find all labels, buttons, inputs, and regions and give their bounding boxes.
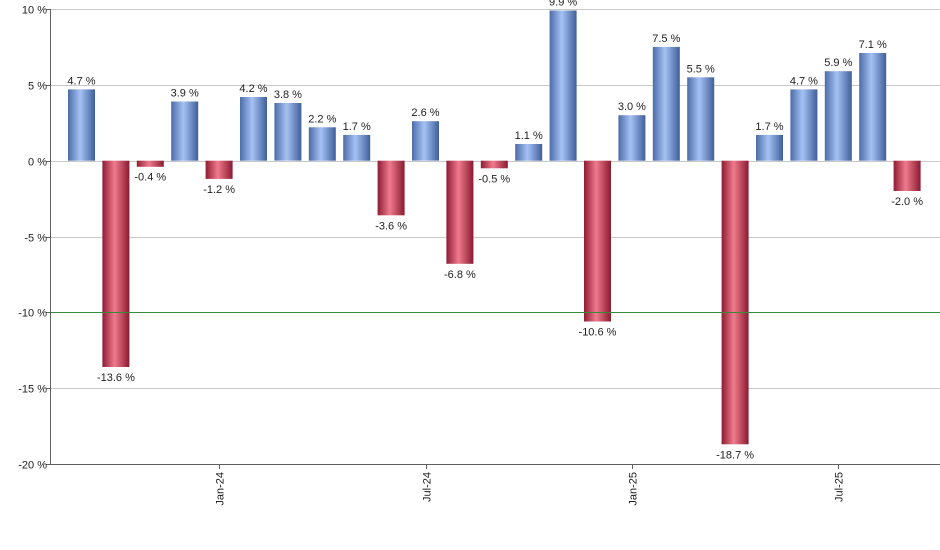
data-label: -10.6 % (579, 326, 617, 338)
data-label: -3.6 % (375, 220, 407, 232)
bar-positive (687, 77, 715, 161)
data-label: -2.0 % (891, 196, 923, 208)
x-tick-label: Jan-25 (628, 472, 640, 506)
data-label: 1.7 % (755, 121, 783, 133)
data-label: 3.8 % (274, 89, 302, 101)
data-label: 5.9 % (824, 57, 852, 69)
axes (46, 9, 940, 469)
bar-positive (274, 103, 302, 161)
bar-positive (515, 144, 543, 161)
bar-positive (308, 127, 336, 161)
bar-positive (652, 46, 680, 161)
y-tick-label: 0 % (28, 157, 47, 169)
bar-negative (893, 160, 921, 191)
y-tick-label: -10 % (18, 308, 47, 320)
data-label: -0.5 % (478, 173, 510, 185)
bar-negative (721, 160, 749, 445)
x-tick-label: Jul-24 (422, 472, 434, 502)
bar-positive (756, 134, 783, 161)
labels: 10 % 5 % 0 % -5 % -10 % -15 % -20 % Jan-24 Jul-2… (18, 0, 923, 506)
bar-positive (343, 134, 371, 161)
data-label: 2.2 % (308, 113, 336, 125)
bar-positive (68, 89, 95, 161)
bar-negative (480, 160, 508, 169)
data-label: 4.2 % (239, 83, 267, 95)
y-tick-label: 5 % (28, 81, 47, 93)
data-label: -6.8 % (444, 269, 476, 281)
bar-negative (584, 160, 611, 322)
bar-positive (240, 97, 267, 161)
y-tick-label: -5 % (24, 233, 47, 245)
x-tick-label: Jul-25 (834, 472, 846, 502)
y-tick-label: -20 % (18, 460, 47, 472)
bar-negative (136, 160, 164, 167)
data-label: 4.7 % (67, 75, 95, 87)
bars (68, 10, 921, 445)
bar-positive (171, 101, 199, 161)
data-label: 3.0 % (618, 101, 646, 113)
bar-positive (412, 121, 439, 161)
y-tick-label: 10 % (22, 5, 47, 17)
data-label: 2.6 % (411, 107, 439, 119)
data-label: 9.9 % (549, 0, 577, 9)
data-label: 4.7 % (790, 75, 818, 87)
bar-positive (824, 71, 852, 161)
bar-positive (549, 10, 577, 161)
bar-positive (618, 115, 646, 161)
y-tick-label: -15 % (18, 384, 47, 396)
data-label: -18.7 % (716, 449, 754, 461)
data-label: 1.7 % (343, 121, 371, 133)
data-label: 5.5 % (687, 63, 715, 75)
data-label: -0.4 % (134, 172, 166, 184)
bar-negative (102, 160, 130, 367)
bar-positive (859, 53, 887, 161)
bar-positive (790, 89, 818, 161)
x-tick-label: Jan-24 (215, 472, 227, 506)
data-label: -1.2 % (203, 184, 235, 196)
data-label: 7.5 % (652, 33, 680, 45)
data-label: 1.1 % (515, 130, 543, 142)
data-label: 7.1 % (859, 39, 887, 51)
data-label: 3.9 % (171, 88, 199, 100)
bar-negative (446, 160, 474, 264)
bar-negative (205, 160, 233, 179)
data-label: -13.6 % (97, 372, 135, 384)
bar-negative (377, 160, 405, 216)
